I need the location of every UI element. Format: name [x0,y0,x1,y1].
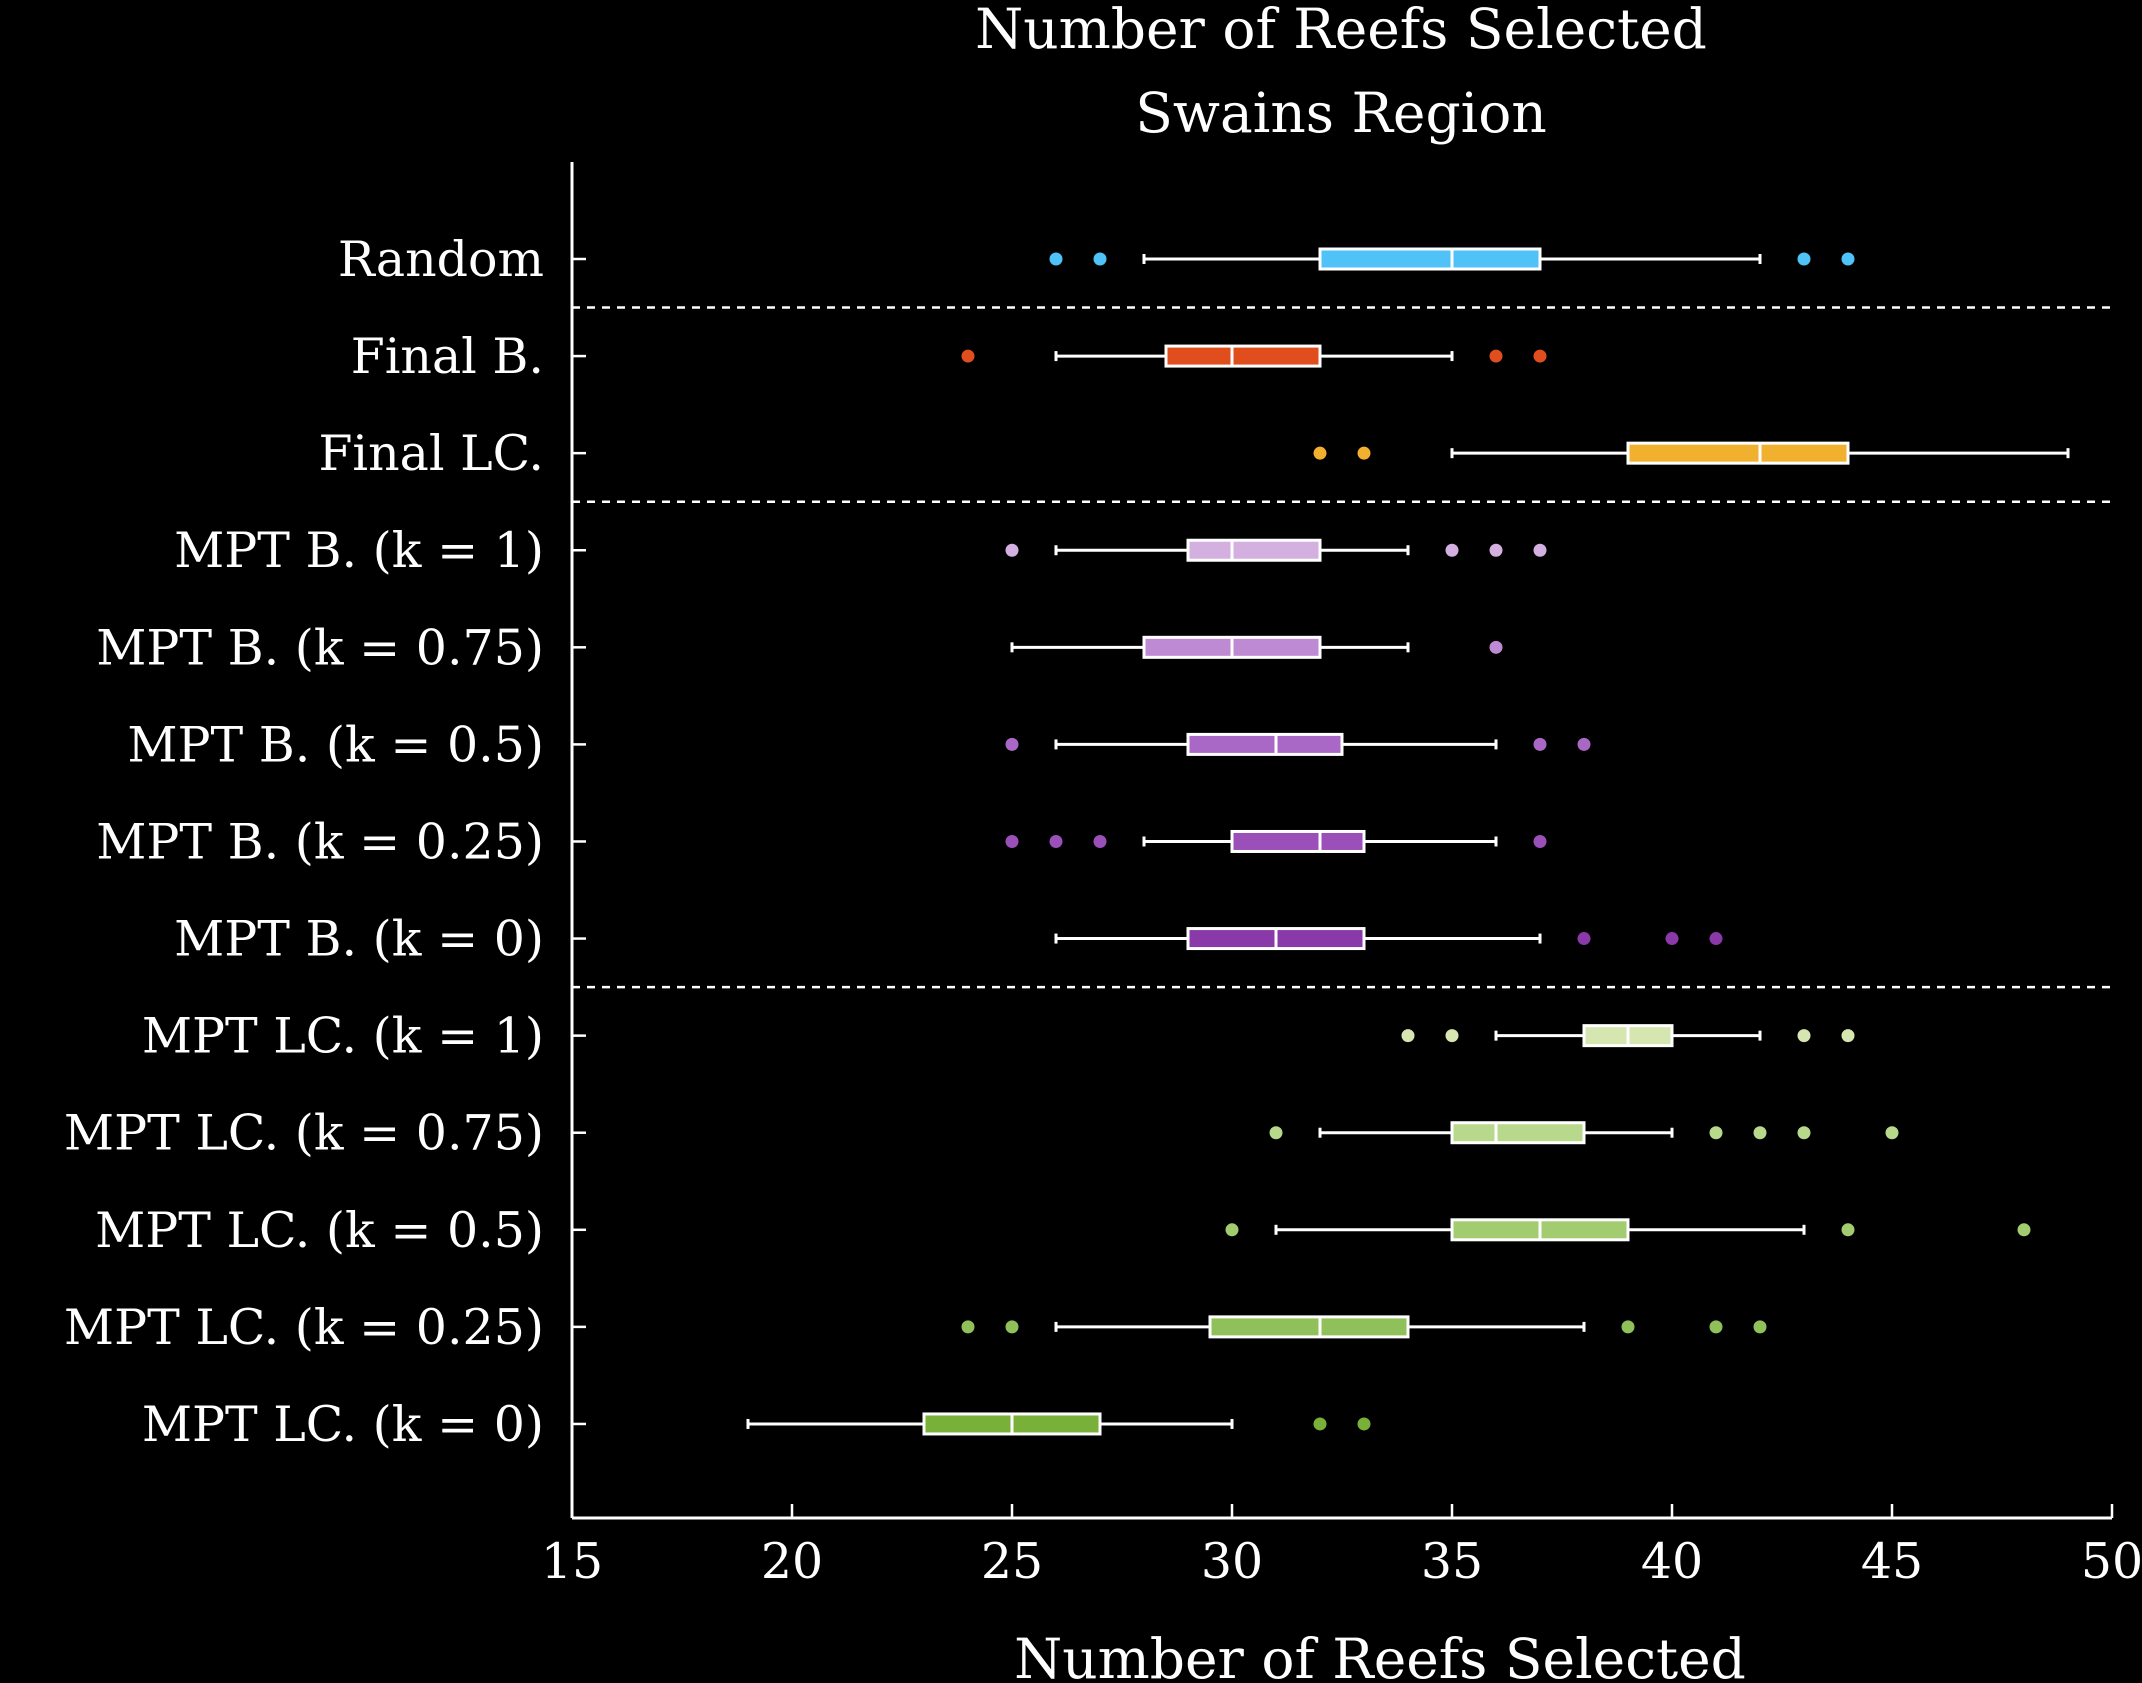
chart-title: Number of Reefs Selected [975,0,1707,61]
outlier-point [1269,1126,1283,1140]
outlier-point [1093,252,1107,266]
box-iqr [1450,1121,1586,1145]
box-iqr [1186,732,1344,756]
outlier-point [1709,932,1723,946]
x-tick-label: 50 [2081,1533,2142,1590]
x-tick-label: 25 [981,1533,1043,1590]
box-iqr [1208,1315,1410,1339]
category-label: MPT LC. (k = 0.75) [64,1105,544,1162]
x-tick-label: 30 [1201,1533,1263,1590]
outlier-point [1445,1029,1459,1043]
outlier-point [1709,1126,1723,1140]
category-label: MPT B. (k = 0.75) [96,619,544,676]
outlier-point [1005,1320,1019,1334]
outlier-point [1753,1126,1767,1140]
outlier-point [1357,446,1371,460]
x-tick-label: 35 [1421,1533,1483,1590]
outlier-point [1577,737,1591,751]
box-iqr [1164,344,1322,368]
box-iqr [1626,441,1850,465]
outlier-point [1313,446,1327,460]
category-label: MPT B. (k = 0.25) [96,813,544,870]
box-iqr [1318,247,1542,271]
outlier-point [1753,1320,1767,1334]
x-tick-label: 40 [1641,1533,1703,1590]
x-tick-label: 15 [541,1533,603,1590]
x-tick-label: 45 [1861,1533,1923,1590]
category-label: MPT B. (k = 0.5) [127,716,544,773]
outlier-point [1357,1417,1371,1431]
outlier-point [961,349,975,363]
outlier-point [1665,932,1679,946]
category-label: Random [338,231,544,288]
box-iqr [1230,829,1366,853]
outlier-point [1885,1126,1899,1140]
outlier-point [1533,737,1547,751]
category-label: MPT B. (k = 0) [174,911,544,968]
category-label: MPT LC. (k = 0.25) [64,1299,544,1356]
outlier-point [1005,737,1019,751]
category-label: Final B. [351,328,544,385]
category-label: MPT B. (k = 1) [174,522,544,579]
outlier-point [1709,1320,1723,1334]
outlier-point [1841,1223,1855,1237]
category-label: MPT LC. (k = 0) [142,1396,544,1453]
category-label: MPT LC. (k = 0.5) [95,1202,544,1259]
chart-subtitle: Swains Region [1135,81,1547,145]
outlier-point [1533,834,1547,848]
outlier-point [1005,834,1019,848]
category-label: MPT LC. (k = 1) [142,1008,544,1065]
outlier-point [2017,1223,2031,1237]
outlier-point [1841,252,1855,266]
outlier-point [1489,543,1503,557]
outlier-point [1005,543,1019,557]
plot-area: 15 20 25 30 35 40 45 50 Random Final B. Final LC. M… [64,162,2142,1590]
outlier-point [961,1320,975,1334]
outlier-point [1401,1029,1415,1043]
outlier-point [1093,834,1107,848]
outlier-point [1841,1029,1855,1043]
outlier-point [1533,543,1547,557]
outlier-point [1577,932,1591,946]
box-iqr [1186,538,1322,562]
outlier-point [1489,640,1503,654]
x-axis-label: Number of Reefs Selected [1014,1627,1746,1683]
outlier-point [1533,349,1547,363]
outlier-point [1225,1223,1239,1237]
outlier-point [1049,834,1063,848]
outlier-point [1621,1320,1635,1334]
outlier-point [1313,1417,1327,1431]
outlier-point [1797,1126,1811,1140]
outlier-point [1797,1029,1811,1043]
category-label: Final LC. [318,425,544,482]
outlier-point [1445,543,1459,557]
outlier-point [1797,252,1811,266]
outlier-point [1049,252,1063,266]
outlier-point [1489,349,1503,363]
x-tick-label: 20 [761,1533,823,1590]
